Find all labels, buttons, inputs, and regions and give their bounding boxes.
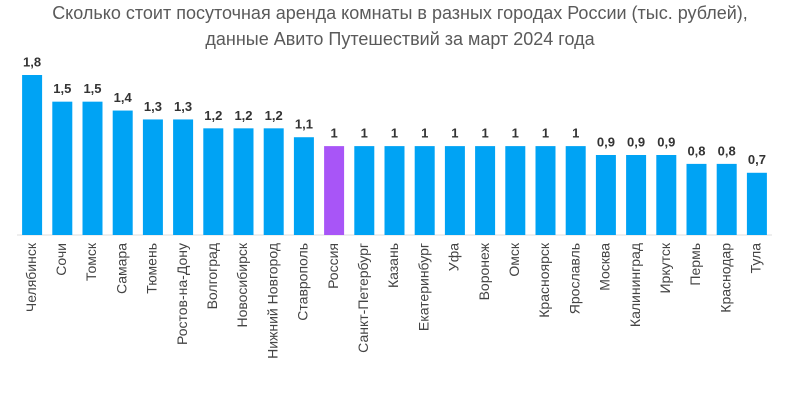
- x-tick-label: Ярославль: [566, 243, 582, 314]
- x-tick-label: Воронеж: [476, 242, 492, 300]
- bar: [414, 146, 435, 235]
- value-label: 1,4: [114, 90, 133, 105]
- x-tick-label: Новосибирск: [234, 242, 250, 327]
- bar: [565, 146, 586, 235]
- value-label: 1,3: [174, 99, 192, 114]
- bar: [233, 128, 254, 235]
- value-label: 0,8: [687, 143, 705, 158]
- x-tick-label: Красноярск: [536, 242, 552, 318]
- value-label: 0,8: [718, 143, 736, 158]
- bar: [384, 146, 405, 235]
- bar: [716, 163, 737, 235]
- bar: [203, 128, 224, 235]
- value-label: 1: [542, 126, 549, 141]
- x-tick-label: Санкт-Петербург: [355, 243, 371, 353]
- bar: [263, 128, 284, 235]
- value-label: 1: [330, 126, 337, 141]
- x-tick-label: Калининград: [627, 243, 643, 327]
- value-label: 0,9: [597, 134, 615, 149]
- bar: [324, 146, 345, 235]
- value-label: 1,5: [53, 81, 71, 96]
- bar: [293, 137, 314, 235]
- value-label: 0,7: [748, 152, 766, 167]
- value-label: 1,3: [144, 99, 162, 114]
- value-label: 1: [391, 126, 398, 141]
- x-tick-label: Тюмень: [144, 243, 160, 294]
- value-label: 1: [421, 126, 428, 141]
- x-tick-label: Омск: [506, 242, 522, 277]
- bar: [82, 101, 103, 236]
- value-label: 1: [572, 126, 579, 141]
- value-label: 1,2: [204, 108, 222, 123]
- x-tick-label: Волгоград: [204, 243, 220, 309]
- value-label: 0,9: [627, 134, 645, 149]
- x-tick-label: Москва: [597, 243, 613, 291]
- bar: [626, 155, 647, 235]
- x-tick-label: Казань: [385, 243, 401, 288]
- value-label: 1: [481, 126, 488, 141]
- bar: [686, 163, 707, 235]
- bar: [475, 146, 496, 235]
- x-tick-label: Самара: [113, 243, 129, 294]
- x-tick-label: Пермь: [687, 243, 703, 286]
- x-tick-label: Уфа: [446, 243, 462, 271]
- bar: [535, 146, 556, 235]
- value-label: 1: [512, 126, 519, 141]
- bar: [52, 101, 73, 236]
- bar: [746, 172, 767, 235]
- chart-title: данные Авито Путешествий за март 2024 го…: [205, 29, 595, 49]
- x-tick-label: Сочи: [53, 243, 69, 276]
- value-label: 1,2: [265, 108, 283, 123]
- x-tick-label: Иркутск: [657, 242, 673, 293]
- bar: [22, 75, 43, 235]
- bar: [354, 146, 375, 235]
- bar: [173, 119, 194, 235]
- x-tick-label: Тула: [748, 243, 764, 274]
- x-tick-label: Краснодар: [717, 243, 733, 313]
- bar: [112, 110, 133, 235]
- x-tick-label: Ставрополь: [295, 243, 311, 321]
- bar: [142, 119, 163, 235]
- x-tick-label: Челябинск: [23, 242, 39, 312]
- bar: [656, 155, 677, 235]
- x-tick-label: Нижний Новгород: [264, 243, 280, 359]
- x-tick-label: Россия: [325, 243, 341, 289]
- x-tick-label: Ростов-на-Дону: [174, 243, 190, 345]
- value-label: 1: [451, 126, 458, 141]
- chart-title: Сколько стоит посуточная аренда комнаты …: [52, 3, 748, 23]
- x-tick-label: Томск: [83, 242, 99, 281]
- value-label: 1,1: [295, 117, 313, 132]
- bar: [505, 146, 526, 235]
- value-label: 0,9: [657, 134, 675, 149]
- x-tick-label: Екатеринбург: [415, 243, 431, 331]
- bar: [444, 146, 465, 235]
- value-label: 1: [361, 126, 368, 141]
- value-label: 1,2: [234, 108, 252, 123]
- bar: [595, 155, 616, 235]
- value-label: 1,8: [23, 54, 41, 69]
- value-label: 1,5: [83, 81, 101, 96]
